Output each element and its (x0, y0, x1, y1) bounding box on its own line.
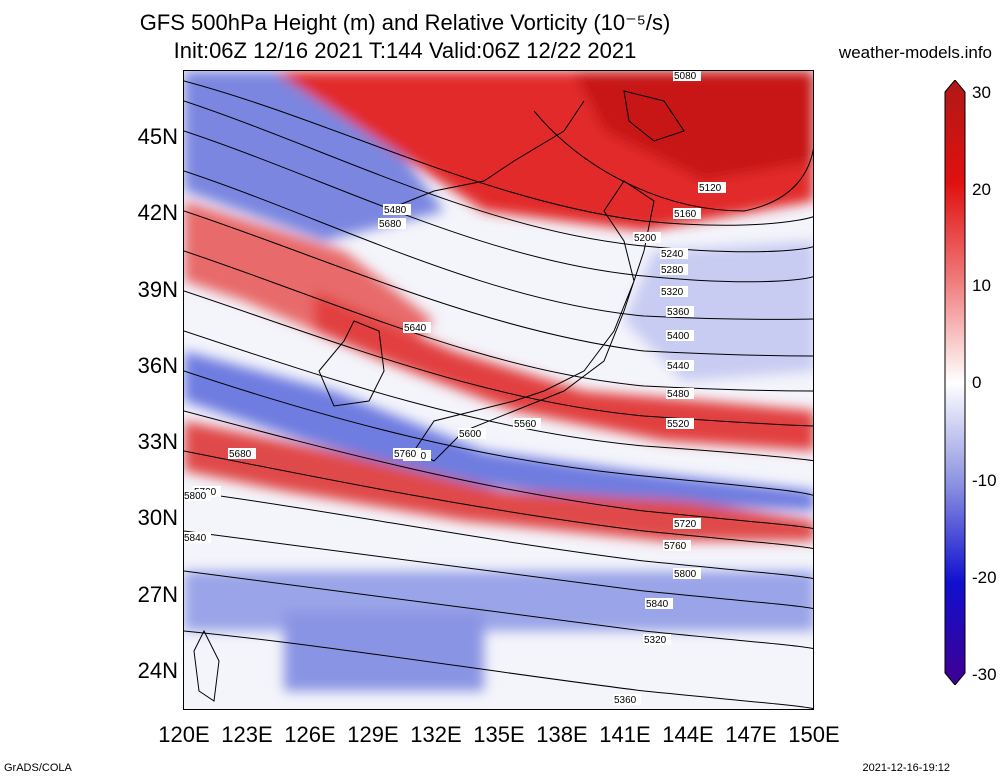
footer-left: GrADS/COLA (4, 762, 72, 774)
contour-label: 5360 (667, 307, 690, 318)
lon-label: 120E (158, 722, 210, 747)
contour-label: 5240 (661, 249, 684, 260)
contour-label: 5600 (459, 429, 482, 440)
contour-label-bg (666, 330, 694, 341)
colorbar-label: -20 (972, 568, 997, 587)
height-contours (184, 80, 813, 709)
contour-label-bg (673, 208, 701, 219)
contour-label: 5680 (379, 219, 402, 230)
contour-label: 5520 (667, 419, 690, 430)
contour-label: 5320 (644, 635, 667, 646)
contour-label-bg (378, 218, 406, 229)
contour-label: 5160 (674, 209, 697, 220)
lon-label: 147E (725, 722, 777, 747)
chart-title: GFS 500hPa Height (m) and Relative Vorti… (139, 10, 671, 35)
lon-label: 135E (473, 722, 525, 747)
contour-label-bg (184, 532, 211, 543)
contour-label: 5560 (514, 419, 537, 430)
colorbar-label: 10 (972, 276, 991, 295)
contour-label: 5760 (664, 541, 687, 552)
contour-label: 5440 (667, 361, 690, 372)
site-label: weather-models.info (838, 43, 992, 62)
contour-label: 5400 (667, 331, 690, 342)
colorbar-label: 30 (972, 83, 991, 102)
contour-label-bg (673, 71, 701, 81)
contour-label: 5720 (674, 519, 697, 530)
contour-label-bg (673, 568, 701, 579)
lon-label: 129E (347, 722, 399, 747)
colorbar (944, 80, 966, 685)
contour-label: 5640 (404, 323, 427, 334)
coastlines (193, 90, 685, 702)
contour-label: 5200 (634, 233, 657, 244)
contour-label: 5480 (384, 205, 407, 216)
contour-label-bg (666, 306, 694, 317)
contour-label: 5680 (229, 449, 252, 460)
contour-label-bg (666, 388, 694, 399)
lat-label: 24N (137, 658, 178, 683)
contour-label: 5840 (646, 599, 669, 610)
contour-label-bg (645, 598, 673, 609)
lat-label: 30N (137, 505, 178, 530)
contour-label-bg (673, 518, 701, 529)
vorticity-bands (184, 71, 813, 691)
contour-label-bg (698, 182, 726, 193)
contour-label: 5760 (394, 449, 417, 460)
contour-label-bg (383, 204, 411, 215)
chart-subtitle: Init:06Z 12/16 2021 T:144 Valid:06Z 12/2… (173, 38, 637, 63)
contour-label-bg (666, 418, 694, 429)
contour-label-bg (643, 634, 671, 645)
contour-label: 5840 (184, 533, 207, 544)
colorbar-label: -30 (972, 665, 997, 684)
contour-label-bg (228, 448, 256, 459)
contour-label: 5800 (184, 491, 207, 502)
colorbar-label: 20 (972, 180, 991, 199)
lat-label: 27N (137, 582, 178, 607)
lat-label: 39N (137, 277, 178, 302)
contour-label-bg (613, 694, 641, 705)
lat-label: 45N (137, 124, 178, 149)
lat-label: 33N (137, 429, 178, 454)
lon-label: 132E (410, 722, 462, 747)
contour-label-bg (660, 286, 688, 297)
contour-label: 5120 (699, 183, 722, 194)
lon-label: 141E (599, 722, 651, 747)
vorticity-field: 5080 5120 5160 5200 5240 5280 5320 5360 5400 5440… (184, 71, 813, 709)
contour-label: 5800 (674, 569, 697, 580)
contour-label-bg (393, 448, 421, 459)
colorbar-label: 0 (972, 373, 982, 392)
lon-label: 138E (536, 722, 588, 747)
lon-label: 123E (221, 722, 273, 747)
lon-label: 150E (788, 722, 840, 747)
lon-label: 126E (284, 722, 336, 747)
contour-labels: 5080 5120 5160 5200 5240 5280 5320 5360 5400 5440… (184, 71, 726, 706)
contour-label: 5480 (667, 389, 690, 400)
lon-label: 144E (662, 722, 714, 747)
contour-label: 5280 (661, 265, 684, 276)
contour-label: 5360 (614, 695, 637, 706)
contour-label: 5080 (674, 71, 697, 82)
contour-label-bg (633, 232, 661, 243)
contour-label-bg (666, 360, 694, 371)
map-panel: 5080 5120 5160 5200 5240 5280 5320 5360 5400 5440… (183, 70, 814, 710)
contour-label-bg (513, 418, 541, 429)
contour-label: 5320 (661, 287, 684, 298)
contour-label-bg (660, 248, 688, 259)
lat-label: 36N (137, 353, 178, 378)
contour-label-bg (184, 490, 211, 501)
contour-label-bg (458, 428, 486, 439)
colorbar-label: -10 (972, 471, 997, 490)
lat-label: 42N (137, 200, 178, 225)
footer-right: 2021-12-16-19:12 (862, 762, 950, 774)
contour-label-bg (403, 322, 431, 333)
contour-label-bg (663, 540, 691, 551)
contour-label-bg (660, 264, 688, 275)
